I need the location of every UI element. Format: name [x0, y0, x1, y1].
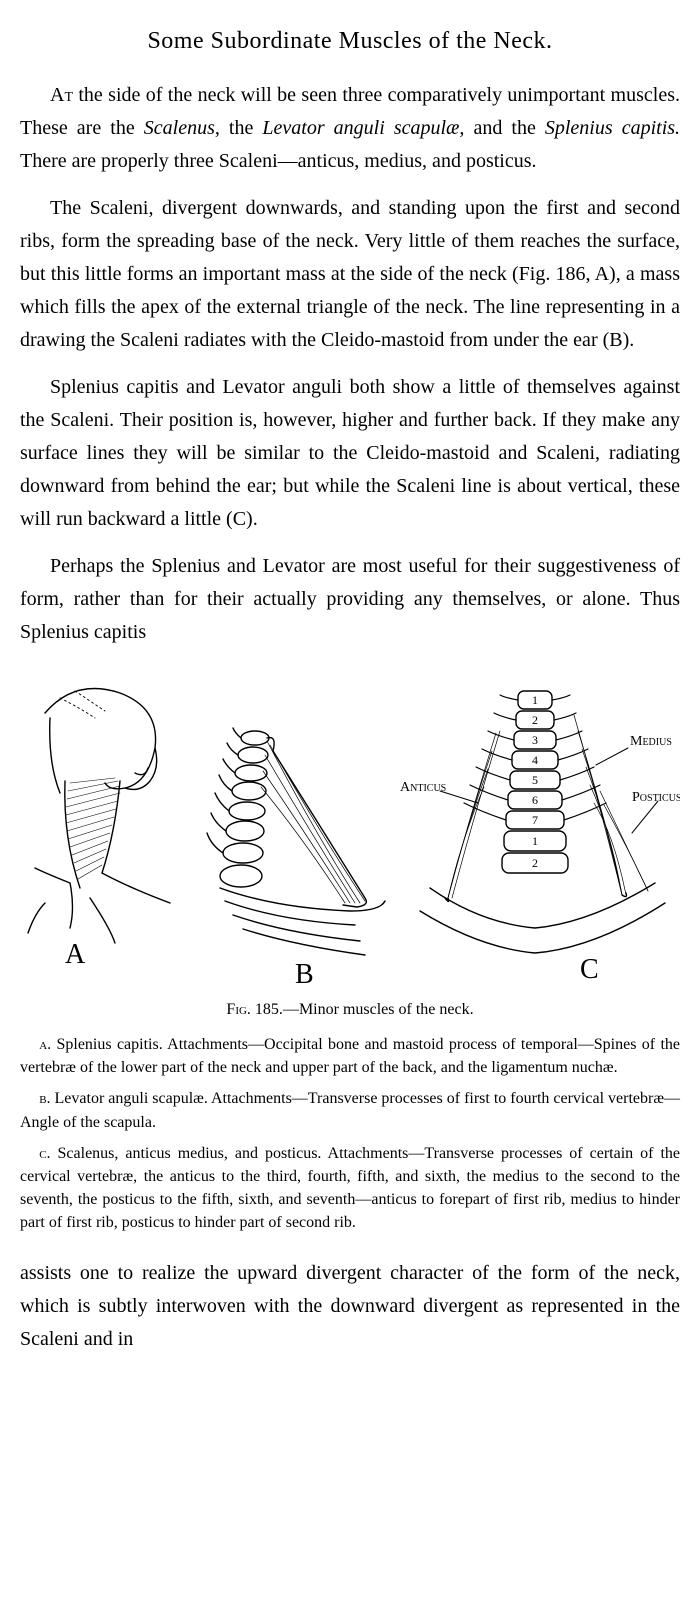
- figure-svg: A: [20, 673, 680, 993]
- label-anticus: Anticus: [400, 780, 446, 795]
- svg-text:4: 4: [532, 753, 538, 767]
- figure-caption: Fig. 185.—Minor muscles of the neck.: [20, 1001, 680, 1019]
- svg-text:6: 6: [532, 793, 538, 807]
- term-levator: Levator anguli scapulæ,: [262, 117, 464, 139]
- legend-a: a. Splenius capitis. Attachments—Occipit…: [20, 1033, 680, 1079]
- legend-a-text: Splenius capitis. Attachments—Occipital …: [20, 1036, 680, 1076]
- p2-text: The Scaleni, divergent downwards, and st…: [20, 197, 680, 351]
- panel-b: B: [207, 728, 385, 990]
- p5-text: assists one to realize the upward diverg…: [20, 1262, 680, 1350]
- label-medius: Medius: [630, 734, 672, 749]
- panel-c: 1 2 3 4 5 6 7 1 2: [400, 691, 680, 985]
- legend-b-label: b.: [39, 1090, 50, 1107]
- legend-c-label: c.: [39, 1145, 50, 1162]
- legend-a-label: a.: [39, 1036, 51, 1053]
- panel-b-label: B: [295, 959, 314, 990]
- panel-a-label: A: [65, 939, 86, 970]
- term-splenius: Splenius capitis.: [545, 117, 680, 139]
- figure-185: A: [20, 673, 680, 1235]
- svg-text:5: 5: [532, 773, 538, 787]
- panel-c-label: C: [580, 954, 599, 985]
- svg-text:7: 7: [532, 813, 538, 827]
- label-posticus: Posticus: [632, 790, 680, 805]
- svg-text:3: 3: [532, 733, 538, 747]
- p4-text: Perhaps the Splenius and Levator are mos…: [20, 555, 680, 643]
- legend-b-text: Levator anguli scapulæ. Attachments—Tran…: [20, 1090, 680, 1130]
- legend-c: c. Scalenus, anticus medius, and posticu…: [20, 1142, 680, 1235]
- p1-text-d: There are properly three Scaleni—anticus…: [20, 150, 537, 172]
- page-title: Some Subordinate Muscles of the Neck.: [20, 28, 680, 55]
- legend-b: b. Levator anguli scapulæ. Attachments—T…: [20, 1087, 680, 1133]
- panel-a: A: [28, 689, 170, 971]
- paragraph-3: Splenius capitis and Levator anguli both…: [20, 371, 680, 536]
- lead-word: At: [50, 84, 73, 106]
- svg-text:2: 2: [532, 713, 538, 727]
- p1-text-b: , the: [215, 117, 263, 139]
- term-scalenus: Scalenus: [144, 117, 215, 139]
- paragraph-4: Perhaps the Splenius and Levator are mos…: [20, 550, 680, 649]
- figure-caption-text: —Minor muscles of the neck.: [283, 1001, 474, 1018]
- p1-text-c: and the: [464, 117, 544, 139]
- figure-caption-label: Fig. 185.: [226, 1001, 283, 1018]
- svg-text:1: 1: [532, 693, 538, 707]
- legend-c-text: Scalenus, anticus medius, and posticus. …: [20, 1145, 680, 1232]
- svg-text:2: 2: [532, 856, 538, 870]
- svg-text:1: 1: [532, 834, 538, 848]
- paragraph-2: The Scaleni, divergent downwards, and st…: [20, 192, 680, 357]
- paragraph-1: At the side of the neck will be seen thr…: [20, 79, 680, 178]
- paragraph-5: assists one to realize the upward diverg…: [20, 1257, 680, 1356]
- p3-text: Splenius capitis and Levator anguli both…: [20, 376, 680, 530]
